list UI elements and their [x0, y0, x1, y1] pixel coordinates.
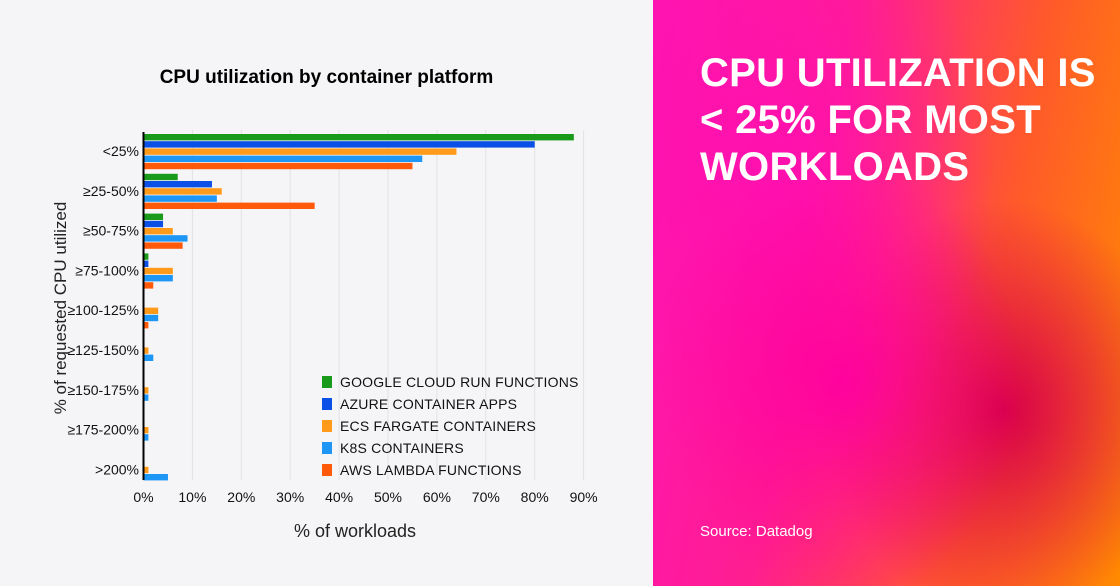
bar-1-1 [143, 181, 212, 188]
bar-3-4 [143, 314, 159, 322]
y-tick-label: ≥150-175% [67, 382, 139, 398]
bar-0-2 [143, 213, 164, 220]
bar-3-2 [143, 235, 188, 242]
y-tick-label: ≥125-150% [67, 342, 139, 358]
bar-3-0 [143, 155, 423, 162]
x-tick-label: 10% [178, 489, 206, 505]
bar-2-2 [143, 228, 173, 235]
bar-3-8 [143, 474, 168, 481]
bar-4-4 [143, 322, 149, 329]
bar-2-8 [143, 466, 149, 474]
bar-2-3 [143, 267, 173, 275]
legend-label-0: GOOGLE CLOUD RUN FUNCTIONS [340, 374, 579, 390]
y-tick-label: ≥75-100% [75, 262, 139, 278]
bar-chart: 0% 10% 20% 30% 40% 50% 60% 70% 80% 90% <25% ≥25-50%… [51, 130, 598, 541]
headline: CPU UTILIZATION IS < 25% FOR MOST WORKLO… [700, 51, 1096, 189]
x-tick-label: 30% [276, 489, 304, 505]
y-axis-label: % of requested CPU utilized [51, 202, 70, 415]
bar-3-5 [143, 354, 154, 361]
headline-panel [653, 0, 1120, 586]
legend-label-1: AZURE CONTAINER APPS [340, 396, 517, 412]
bar-2-0 [143, 148, 457, 155]
bar-1-0 [143, 141, 535, 148]
chart-title: CPU utilization by container platform [159, 67, 494, 88]
bar-2-6 [143, 387, 149, 394]
bar-0-1 [143, 173, 178, 181]
y-tick-label: ≥50-75% [83, 223, 139, 239]
bar-3-6 [143, 394, 149, 401]
legend-label-3: K8S CONTAINERS [340, 440, 464, 456]
bar-2-4 [143, 307, 159, 314]
source-note: Source: Datadog [700, 523, 813, 540]
bar-3-7 [143, 434, 149, 441]
legend-swatch-3 [322, 442, 332, 454]
y-tick-label: >200% [95, 461, 139, 477]
x-tick-label: 40% [325, 489, 353, 505]
bar-4-2 [143, 242, 183, 249]
legend-swatch-0 [322, 376, 332, 388]
bar-4-1 [143, 202, 315, 209]
legend-label-2: ECS FARGATE CONTAINERS [340, 418, 536, 434]
x-tick-label: 70% [472, 489, 500, 505]
x-tick-label: 20% [227, 489, 255, 505]
bar-3-1 [143, 195, 217, 202]
legend-label-4: AWS LAMBDA FUNCTIONS [340, 462, 522, 478]
bar-0-3 [143, 253, 149, 260]
y-tick-label: ≥100-125% [67, 302, 139, 318]
bar-1-2 [143, 220, 164, 228]
bar-0-0 [143, 134, 574, 141]
bar-4-0 [143, 162, 413, 170]
bar-3-3 [143, 275, 173, 282]
bar-2-5 [143, 347, 149, 354]
legend-swatch-4 [322, 464, 332, 476]
bar-4-3 [143, 282, 154, 289]
x-axis-label: % of workloads [294, 521, 416, 541]
x-tick-label: 90% [570, 489, 598, 505]
y-tick-label: ≥175-200% [67, 422, 139, 438]
chart-panel [0, 0, 653, 586]
y-tick-label: ≥25-50% [83, 183, 139, 199]
x-tick-label: 0% [133, 489, 153, 505]
bar-1-3 [143, 260, 149, 267]
x-tick-label: 80% [521, 489, 549, 505]
y-tick-label: <25% [103, 143, 139, 159]
bar-2-1 [143, 188, 222, 195]
x-tick-label: 50% [374, 489, 402, 505]
legend-swatch-1 [322, 398, 332, 410]
x-tick-label: 60% [423, 489, 451, 505]
legend-swatch-2 [322, 420, 332, 432]
bar-2-7 [143, 427, 149, 434]
